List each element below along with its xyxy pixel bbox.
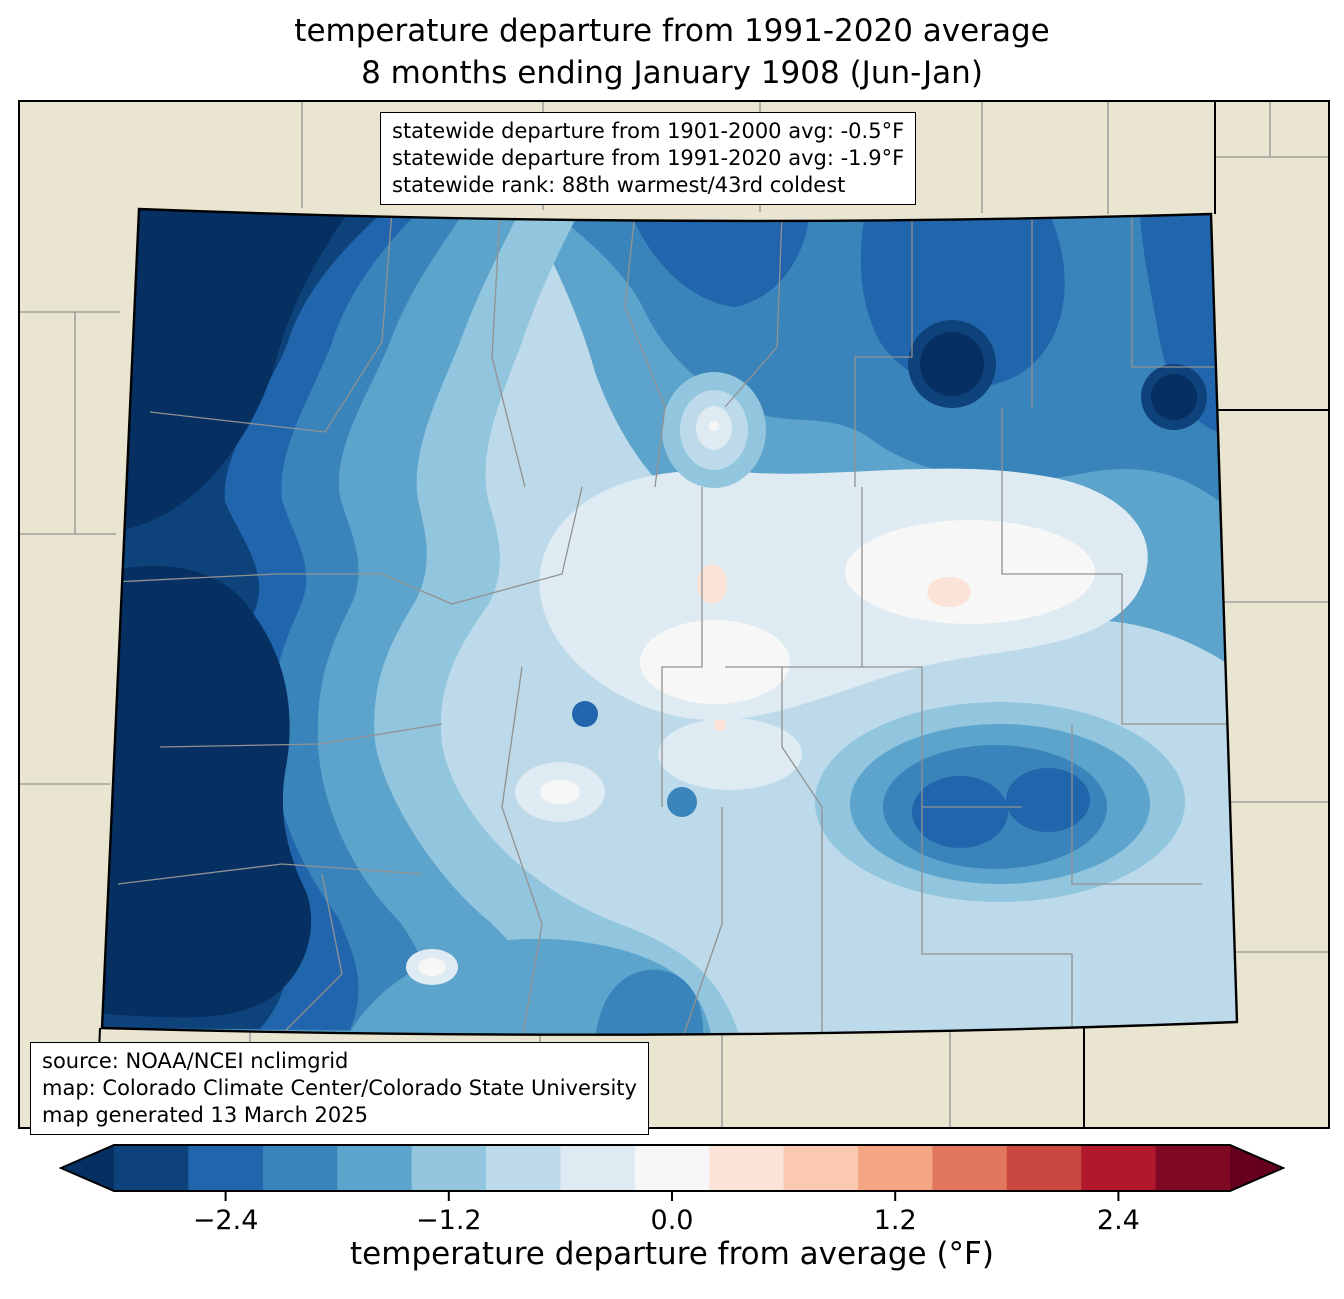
colorbar: −2.4 −1.2 0.0 1.2 2.4 <box>58 1143 1286 1239</box>
colorado-state-boundary <box>100 207 1239 1036</box>
figure-title: temperature departure from 1991-2020 ave… <box>0 10 1344 94</box>
colorbar-canvas: −2.4 −1.2 0.0 1.2 2.4 <box>58 1144 1286 1236</box>
stats-line-2: statewide departure from 1991-2020 avg: … <box>392 146 905 170</box>
tick-label: 0.0 <box>651 1205 694 1236</box>
tick-label: −2.4 <box>193 1205 259 1236</box>
colorbar-tick-labels: −2.4 −1.2 0.0 1.2 2.4 <box>193 1205 1140 1236</box>
colorbar-outline <box>58 1144 1286 1192</box>
temperature-contours <box>102 209 1237 1035</box>
map-frame <box>18 100 1330 1129</box>
stats-line-1: statewide departure from 1901-2000 avg: … <box>392 119 905 143</box>
colorbar-ticks <box>224 1191 1120 1201</box>
tick-label: 1.2 <box>874 1205 917 1236</box>
stats-line-3: statewide rank: 88th warmest/43rd coldes… <box>392 173 846 197</box>
stats-box: statewide departure from 1901-2000 avg: … <box>380 112 917 205</box>
title-line-2: 8 months ending January 1908 (Jun-Jan) <box>361 55 983 91</box>
colorbar-axis-label: temperature departure from average (°F) <box>350 1236 994 1272</box>
colorado-map-canvas <box>20 102 1328 1127</box>
source-box: source: NOAA/NCEI nclimgrid map: Colorad… <box>30 1042 649 1135</box>
tick-label: −1.2 <box>416 1205 482 1236</box>
colorbar-left-arrow <box>61 1145 114 1191</box>
source-line-3: map generated 13 March 2025 <box>42 1103 369 1127</box>
tick-label: 2.4 <box>1097 1205 1140 1236</box>
source-line-2: map: Colorado Climate Center/Colorado St… <box>42 1076 637 1100</box>
county-boundaries <box>112 209 1232 1035</box>
colorbar-segments <box>61 1145 1283 1191</box>
source-line-1: source: NOAA/NCEI nclimgrid <box>42 1049 349 1073</box>
colorbar-right-arrow <box>1230 1145 1283 1191</box>
title-line-1: temperature departure from 1991-2020 ave… <box>294 13 1050 49</box>
